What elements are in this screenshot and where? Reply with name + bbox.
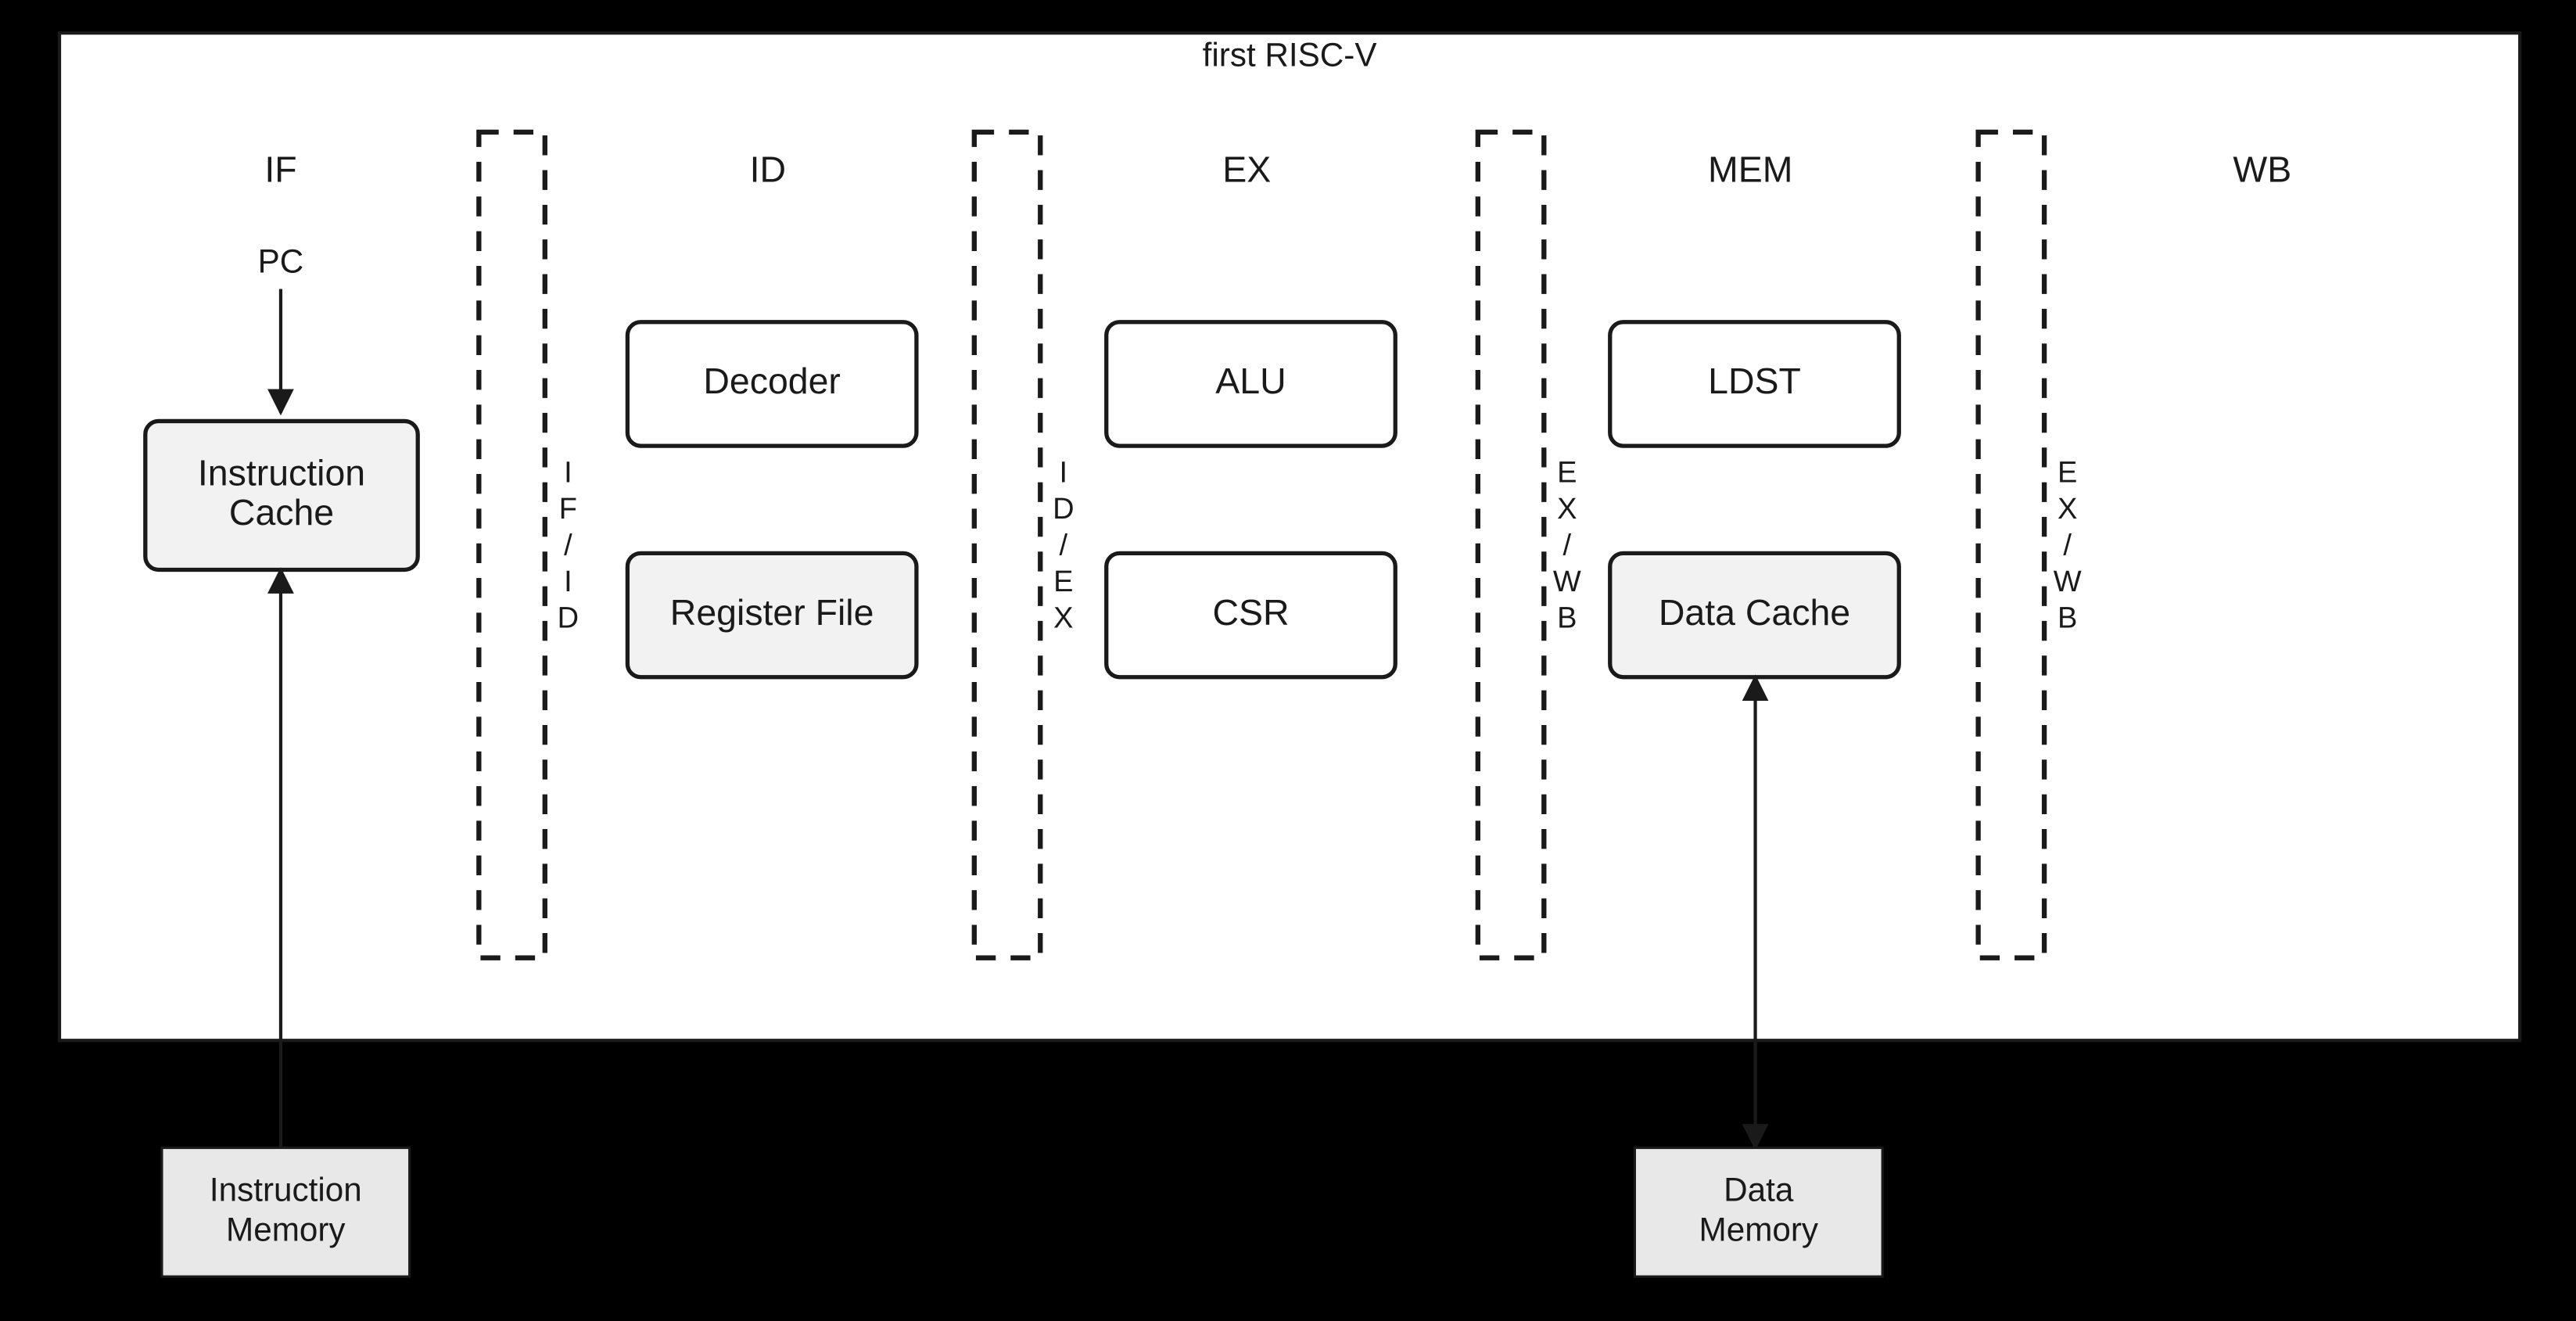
pipeline-reg-label-2-char-1: X	[1557, 493, 1577, 526]
memory-label-dmem-0: Data	[1724, 1172, 1794, 1208]
block-label-regfile-0: Register File	[670, 592, 874, 633]
pc-label: PC	[258, 242, 304, 279]
pipeline-reg-label-2-char-0: E	[1557, 457, 1577, 490]
stage-label-id: ID	[750, 149, 786, 189]
pipeline-reg-label-3-char-2: /	[2063, 529, 2072, 562]
pipeline-reg-label-2-char-2: /	[1563, 529, 1572, 562]
block-label-icache-0: Instruction	[198, 452, 365, 493]
memory-label-dmem-1: Memory	[1699, 1211, 1819, 1247]
pipeline-reg-label-1-char-1: D	[1053, 493, 1074, 526]
pipeline-reg-label-1-char-2: /	[1060, 529, 1068, 562]
block-label-csr-0: CSR	[1212, 592, 1289, 633]
stage-label-if: IF	[264, 149, 296, 189]
pipeline-reg-label-1-char-3: E	[1053, 565, 1073, 598]
pipeline-reg-label-3-char-1: X	[2058, 493, 2077, 526]
pipeline-reg-label-2-char-3: W	[1553, 565, 1581, 598]
stage-label-wb: WB	[2233, 149, 2291, 189]
pipeline-reg-label-0-char-1: F	[559, 493, 577, 526]
pipeline-reg-label-0-char-4: D	[558, 601, 579, 634]
pipeline-reg-label-1-char-0: I	[1060, 457, 1068, 490]
block-label-icache-1: Cache	[229, 492, 334, 533]
stage-label-mem: MEM	[1708, 149, 1792, 189]
pipeline-reg-label-3-char-3: W	[2054, 565, 2082, 598]
block-label-dcache-0: Data Cache	[1659, 592, 1850, 633]
pipeline-reg-label-0-char-2: /	[564, 529, 572, 562]
pipeline-diagram: first RISC-VIFIDEXMEMWBPCIF/IDID/EXEX/WB…	[0, 0, 2576, 1321]
stage-label-ex: EX	[1222, 149, 1271, 189]
block-label-alu-0: ALU	[1215, 361, 1286, 401]
outer-frame	[59, 33, 2520, 1040]
diagram-title: first RISC-V	[1203, 36, 1377, 73]
pipeline-reg-label-0-char-3: I	[564, 565, 572, 598]
pipeline-reg-label-3-char-4: B	[2058, 601, 2077, 634]
block-label-ldst-0: LDST	[1708, 361, 1801, 401]
pipeline-reg-label-1-char-4: X	[1053, 601, 1073, 634]
memory-label-imem-0: Instruction	[210, 1172, 362, 1208]
block-label-decoder-0: Decoder	[703, 361, 841, 401]
pipeline-reg-label-0-char-0: I	[564, 457, 572, 490]
pipeline-reg-label-2-char-4: B	[1557, 601, 1577, 634]
memory-label-imem-1: Memory	[226, 1211, 346, 1247]
pipeline-reg-label-3-char-0: E	[2058, 457, 2077, 490]
